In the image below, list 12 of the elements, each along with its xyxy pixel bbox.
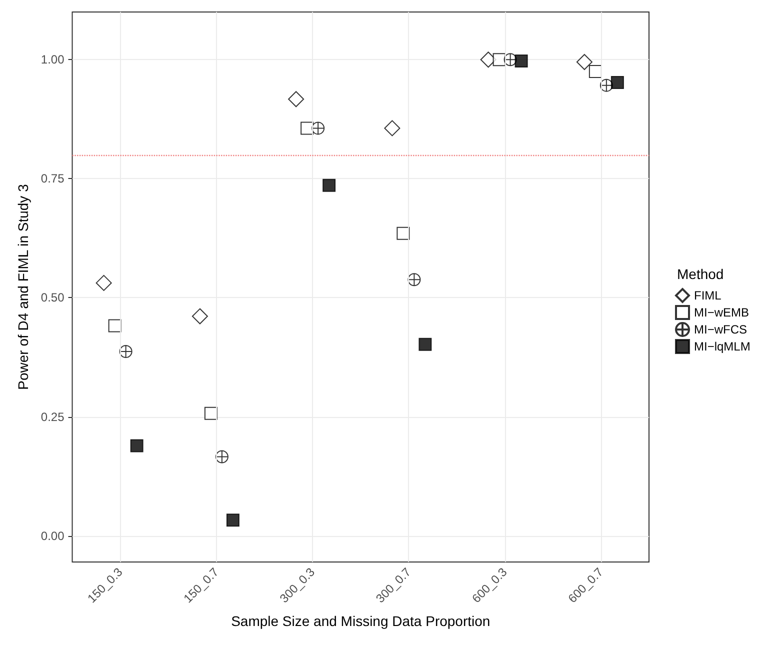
legend-label: MI−wFCS <box>694 322 748 336</box>
y-tick-label: 1.00 <box>40 52 65 67</box>
y-tick-label: 0.25 <box>40 410 65 424</box>
y-tick-label: 0.75 <box>40 172 65 186</box>
legend-label: MI−wEMB <box>694 306 750 320</box>
legend-label: FIML <box>694 288 722 302</box>
y-axis-title: Power of D4 and FIML in Study 3 <box>15 184 31 390</box>
y-tick-label: 0.50 <box>40 290 65 305</box>
x-axis-title: Sample Size and Missing Data Proportion <box>231 613 490 629</box>
legend-title: Method <box>677 266 724 282</box>
y-tick-label: 0.00 <box>40 528 65 543</box>
legend-label: MI−lqMLM <box>694 340 750 354</box>
